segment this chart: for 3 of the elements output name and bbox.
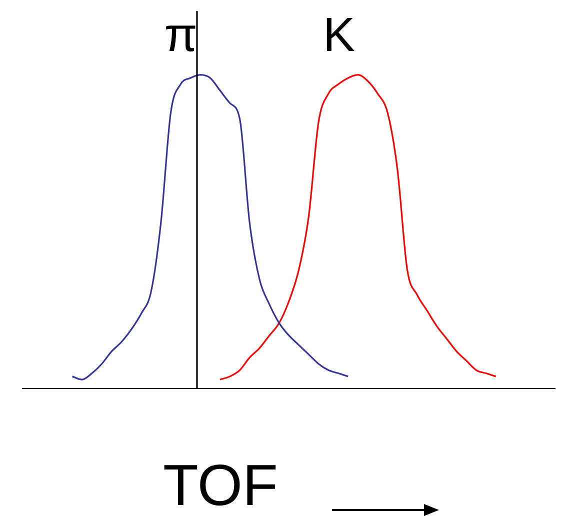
series-label: π — [164, 9, 198, 62]
series-label: K — [322, 9, 355, 62]
x-axis-title: TOF — [163, 453, 278, 518]
